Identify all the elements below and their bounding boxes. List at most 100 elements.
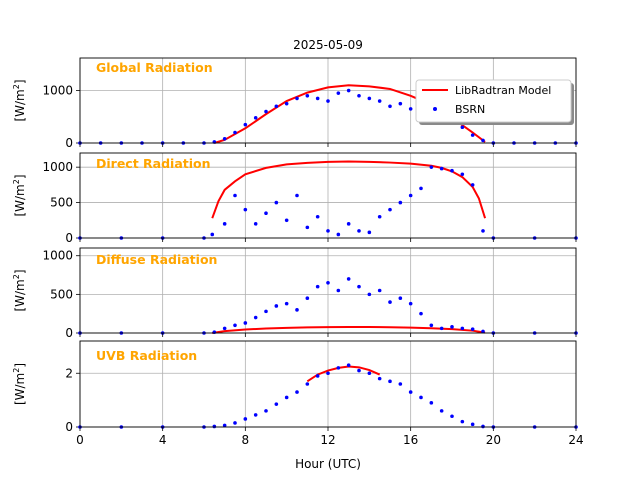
obs-point (388, 207, 392, 212)
obs-point (305, 225, 310, 230)
obs-point (284, 395, 289, 400)
x-tick-label: 8 (242, 433, 250, 447)
model-line (306, 365, 381, 383)
panel-diffuse: Diffuse Radiation 0 500 1000 [W/m2] (12, 247, 578, 340)
obs-point (357, 229, 361, 233)
obs-point (357, 284, 361, 289)
obs-point (439, 409, 444, 413)
obs-point (460, 125, 465, 130)
x-tick-label: 12 (320, 433, 335, 447)
panel-uvb: UVB Radiation 0 2 [W/m2] (12, 340, 578, 434)
obs-point (210, 232, 215, 237)
x-tick-label: 0 (76, 433, 84, 447)
obs-point (408, 301, 413, 306)
y-tick-label: 1000 (42, 84, 73, 98)
y-tick-label: 0 (65, 136, 73, 150)
obs-point (460, 326, 465, 331)
obs-point (315, 96, 320, 101)
obs-point (398, 200, 403, 205)
obs-point (274, 304, 279, 308)
obs-point (377, 376, 382, 381)
x-axis-label: Hour (UTC) (295, 457, 361, 471)
obs-point (233, 323, 237, 328)
obs-point (367, 292, 372, 297)
obs-point (460, 419, 465, 424)
y-tick-label: 0 (65, 420, 73, 434)
obs-point (284, 101, 289, 106)
obs-point (305, 382, 310, 386)
obs-point (357, 368, 361, 373)
obs-point (284, 218, 289, 223)
obs-point (233, 421, 237, 425)
y-axis-label: [W/m2] (12, 79, 27, 121)
obs-point (481, 424, 485, 429)
obs-point (439, 166, 444, 171)
obs-point (336, 91, 341, 95)
obs-point (222, 423, 227, 428)
obs-point (243, 321, 248, 325)
legend-box (415, 79, 572, 123)
legend: LibRadtran Model BSRN (415, 79, 574, 125)
obs-point (450, 325, 454, 329)
obs-point (377, 288, 382, 293)
obs-point (284, 301, 289, 306)
legend-model-label: LibRadtran Model (455, 84, 551, 97)
panel-label-direct: Direct Radiation (96, 156, 211, 171)
legend-obs-swatch (433, 107, 437, 111)
obs-point (253, 413, 258, 417)
obs-point (295, 308, 299, 312)
obs-point (212, 424, 217, 429)
obs-point (305, 93, 310, 98)
obs-point (367, 230, 372, 235)
panel-label-global: Global Radiation (96, 60, 213, 75)
obs-point (470, 183, 475, 187)
legend-obs-label: BSRN (455, 103, 485, 116)
obs-point (243, 207, 248, 212)
y-axis-label: [W/m2] (12, 174, 27, 216)
obs-point (408, 193, 413, 198)
y-tick-label: 1000 (42, 249, 73, 263)
obs-point (419, 186, 423, 191)
obs-point (470, 327, 475, 331)
obs-point (264, 211, 268, 216)
obs-point (429, 323, 434, 328)
obs-point (212, 330, 217, 335)
obs-point (315, 284, 320, 289)
obs-point (222, 222, 227, 226)
obs-point (243, 122, 248, 127)
x-tick-label: 20 (486, 433, 501, 447)
obs-point (450, 168, 454, 173)
y-tick-label: 500 (50, 196, 73, 210)
obs-point (398, 296, 403, 301)
obs-point (408, 390, 413, 394)
obs-point (336, 232, 341, 237)
obs-point (346, 222, 351, 226)
model-line (212, 325, 486, 334)
obs-point (336, 288, 341, 293)
figure-title: 2025-05-09 (293, 38, 363, 52)
obs-point (315, 374, 320, 378)
obs-point (377, 99, 382, 103)
obs-point (336, 366, 341, 370)
obs-point (470, 133, 475, 137)
panel-label-uvb: UVB Radiation (96, 348, 197, 363)
obs-point (233, 193, 237, 198)
obs-point (367, 371, 372, 376)
obs-point (439, 326, 444, 331)
obs-point (419, 395, 423, 400)
obs-point (264, 309, 268, 314)
obs-point (274, 104, 279, 109)
obs-point (222, 137, 227, 141)
obs-point (243, 417, 248, 421)
obs-point (419, 311, 423, 316)
obs-point (346, 88, 351, 93)
obs-point (295, 390, 299, 394)
obs-point (295, 193, 299, 198)
panel-direct: Direct Radiation 0 500 1000 [W/m2] (12, 152, 578, 245)
obs-point (222, 326, 227, 331)
y-tick-label: 2 (65, 366, 73, 380)
y-tick-label: 500 (50, 287, 73, 301)
obs-point (460, 172, 465, 177)
x-tick-label: 24 (568, 433, 583, 447)
y-tick-label: 0 (65, 231, 73, 245)
